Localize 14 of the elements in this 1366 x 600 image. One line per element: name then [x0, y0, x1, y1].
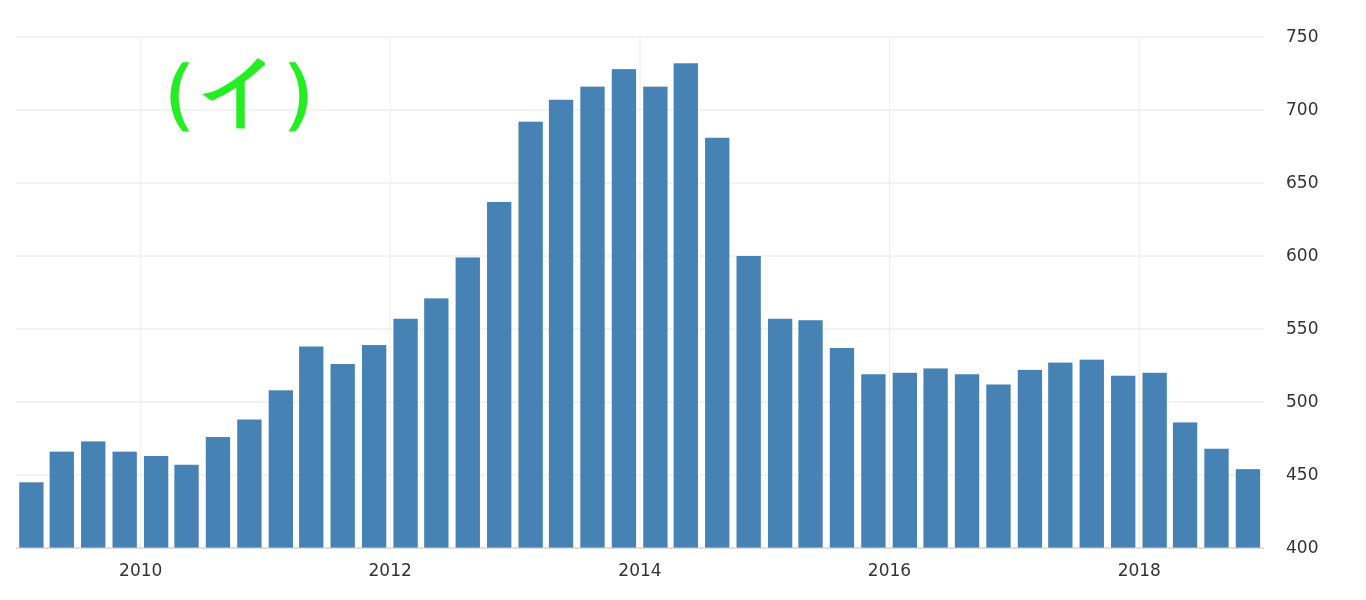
y-tick-label: 500 — [1286, 391, 1319, 411]
x-tick-label: 2012 — [368, 560, 412, 580]
y-tick-label: 450 — [1286, 464, 1319, 484]
y-tick-label: 750 — [1286, 26, 1319, 46]
y-tick-label: 400 — [1286, 537, 1319, 557]
x-tick-label: 2018 — [1117, 560, 1161, 580]
x-tick-label: 2016 — [867, 560, 912, 580]
y-tick-label: 700 — [1286, 99, 1319, 119]
y-tick-label: 650 — [1286, 172, 1319, 192]
y-tick-label: 550 — [1286, 318, 1319, 338]
y-tick-label: 600 — [1286, 245, 1319, 265]
x-tick-label: 2010 — [119, 560, 163, 580]
chart-title: （イ） — [121, 45, 357, 135]
x-tick-label: 2014 — [618, 560, 662, 580]
